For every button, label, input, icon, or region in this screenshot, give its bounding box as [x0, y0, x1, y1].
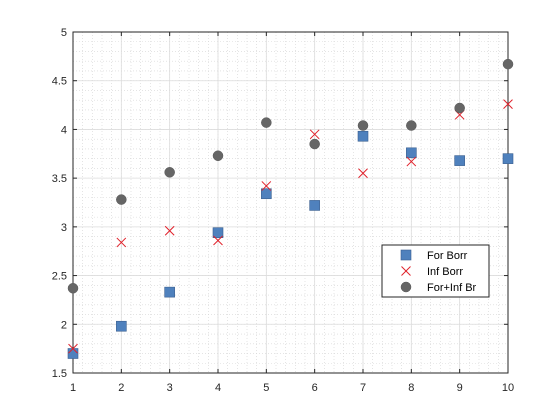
x-tick-label: 1	[70, 382, 76, 394]
x-tick-label: 3	[167, 382, 173, 394]
series-1-point	[358, 131, 368, 141]
series-1-point	[503, 154, 513, 164]
series-3-point	[310, 139, 320, 149]
x-tick-label: 5	[263, 382, 269, 394]
series-1-point	[261, 189, 271, 199]
series-1-point	[455, 156, 465, 166]
y-tick-label: 1.5	[52, 368, 67, 380]
legend: For Borr Inf Borr For+Inf Br	[382, 245, 489, 297]
series-1-point	[213, 228, 223, 238]
series-3-point	[503, 59, 513, 69]
series-3-point	[68, 283, 78, 293]
series-3-point	[116, 195, 126, 205]
minor-grid	[73, 32, 508, 373]
y-tick-label: 3	[61, 222, 67, 234]
series-1-point	[165, 287, 175, 297]
series-1-point	[310, 200, 320, 210]
y-tick-label: 4	[61, 124, 67, 136]
series-3-point	[455, 103, 465, 113]
series-3-point	[213, 151, 223, 161]
x-tick-label: 8	[408, 382, 414, 394]
legend-label-1: For Borr	[427, 250, 468, 262]
x-tick-label: 10	[502, 382, 514, 394]
legend-label-2: Inf Borr	[427, 266, 463, 278]
legend-marker-1	[401, 250, 411, 260]
series-3-point	[261, 118, 271, 128]
y-tick-label: 2	[61, 319, 67, 331]
series-3-point	[358, 121, 368, 131]
series-1-point	[116, 321, 126, 331]
axis-ticks	[73, 32, 508, 373]
series-3-point	[165, 167, 175, 177]
y-tick-label: 5	[61, 27, 67, 39]
x-tick-label: 2	[118, 382, 124, 394]
series-1-point	[68, 349, 78, 359]
legend-marker-3	[401, 282, 411, 292]
plot-area-border	[73, 32, 508, 373]
x-tick-label: 4	[215, 382, 221, 394]
series-3-point	[406, 121, 416, 131]
x-tick-label: 9	[457, 382, 463, 394]
major-grid	[73, 32, 508, 373]
data-markers	[68, 59, 513, 358]
y-tick-label: 2.5	[52, 271, 67, 283]
series-1-point	[406, 148, 416, 158]
y-tick-label: 3.5	[52, 173, 67, 185]
y-tick-label: 4.5	[52, 76, 67, 88]
x-tick-label: 6	[312, 382, 318, 394]
x-tick-label: 7	[360, 382, 366, 394]
legend-label-3: For+Inf Br	[427, 282, 477, 294]
